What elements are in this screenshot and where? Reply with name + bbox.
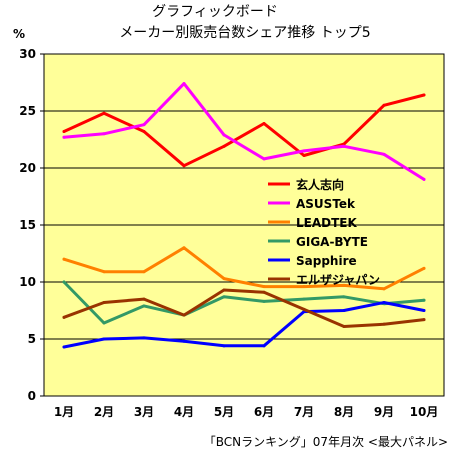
data-point bbox=[62, 135, 66, 139]
data-point bbox=[262, 122, 266, 126]
x-tick-label: 4月 bbox=[174, 405, 194, 419]
data-point bbox=[382, 287, 386, 291]
y-tick-label: 10 bbox=[19, 275, 36, 289]
series-line-0 bbox=[62, 93, 426, 168]
data-point bbox=[142, 123, 146, 127]
data-point bbox=[342, 142, 346, 146]
data-point bbox=[302, 149, 306, 153]
y-axis-unit-label: % bbox=[13, 27, 25, 41]
x-tick-label: 6月 bbox=[254, 405, 274, 419]
data-point bbox=[102, 337, 106, 341]
data-point bbox=[342, 283, 346, 287]
data-point bbox=[102, 270, 106, 274]
data-point bbox=[302, 153, 306, 157]
x-tick-label: 7月 bbox=[294, 405, 314, 419]
data-point bbox=[262, 344, 266, 348]
x-tick-label: 8月 bbox=[334, 405, 354, 419]
series-line-2 bbox=[62, 246, 426, 291]
plot-area: 0 5 10 15 20 25 30 1月 2月 3月 4月 5月 6月 7月 8月 9月 10月 玄人志向 ASU… bbox=[19, 47, 445, 419]
series-line-5 bbox=[62, 288, 426, 328]
data-point bbox=[342, 144, 346, 148]
y-tick-label: 30 bbox=[19, 47, 36, 61]
legend-label: エルザジャパン bbox=[296, 273, 380, 287]
x-tick-label: 5月 bbox=[214, 405, 234, 419]
data-point bbox=[342, 309, 346, 312]
data-point bbox=[422, 298, 426, 302]
x-tick-label: 9月 bbox=[374, 405, 394, 419]
y-tick-label: 20 bbox=[19, 161, 36, 175]
data-point bbox=[222, 344, 226, 348]
data-point bbox=[222, 277, 226, 281]
legend-label: GIGA-BYTE bbox=[296, 235, 368, 249]
data-point bbox=[222, 144, 226, 148]
y-tick-label: 25 bbox=[19, 104, 36, 118]
data-point bbox=[382, 322, 386, 326]
data-point bbox=[182, 82, 186, 86]
data-point bbox=[342, 295, 346, 299]
legend-label: ASUSTek bbox=[296, 197, 356, 211]
data-point bbox=[182, 313, 186, 317]
legend-label: 玄人志向 bbox=[296, 177, 344, 192]
data-point bbox=[102, 301, 106, 305]
series-line-1 bbox=[62, 82, 426, 181]
data-point bbox=[62, 315, 66, 319]
y-tick-label: 15 bbox=[19, 218, 36, 232]
data-point bbox=[182, 164, 186, 168]
data-point bbox=[382, 103, 386, 107]
data-point bbox=[142, 297, 146, 301]
data-point bbox=[262, 299, 266, 303]
series-line-4 bbox=[62, 301, 426, 349]
data-point bbox=[142, 304, 146, 308]
x-tick-label: 1月 bbox=[54, 405, 74, 419]
data-point bbox=[302, 285, 306, 289]
data-point bbox=[142, 336, 146, 340]
source-note: 「BCNランキング」07年月次 <最大パネル> bbox=[204, 435, 448, 449]
data-point bbox=[62, 257, 66, 261]
data-point bbox=[422, 93, 426, 97]
chart-title-line1: グラフィックボード bbox=[152, 4, 278, 20]
data-point bbox=[382, 301, 386, 305]
data-point bbox=[302, 307, 306, 311]
data-point bbox=[62, 345, 66, 349]
data-point bbox=[262, 285, 266, 289]
legend-label: LEADTEK bbox=[296, 216, 357, 230]
x-tick-label: 10月 bbox=[410, 405, 439, 419]
data-point bbox=[182, 246, 186, 250]
data-point bbox=[422, 177, 426, 181]
data-point bbox=[422, 309, 426, 312]
x-tick-label: 3月 bbox=[134, 405, 154, 419]
data-point bbox=[182, 339, 186, 343]
data-point bbox=[62, 280, 66, 284]
y-tick-label: 5 bbox=[28, 332, 36, 346]
data-point bbox=[382, 152, 386, 156]
data-point bbox=[102, 321, 106, 325]
data-point bbox=[102, 111, 106, 115]
plot-border bbox=[43, 53, 445, 397]
data-point bbox=[102, 132, 106, 136]
data-point bbox=[262, 157, 266, 161]
series-line-3 bbox=[62, 280, 426, 325]
data-point bbox=[302, 297, 306, 301]
data-point bbox=[222, 295, 226, 299]
x-tick-label: 2月 bbox=[94, 405, 114, 419]
data-point bbox=[422, 318, 426, 322]
data-point bbox=[422, 266, 426, 270]
data-point bbox=[342, 324, 346, 328]
data-point bbox=[262, 290, 266, 294]
data-point bbox=[222, 288, 226, 292]
data-point bbox=[142, 130, 146, 134]
data-point bbox=[222, 133, 226, 137]
legend-label: Sapphire bbox=[296, 254, 357, 268]
chart-title-line2: メーカー別販売台数シェア推移 トップ5 bbox=[119, 25, 370, 41]
data-point bbox=[62, 130, 66, 134]
y-tick-label: 0 bbox=[28, 389, 36, 403]
data-point bbox=[142, 270, 146, 274]
